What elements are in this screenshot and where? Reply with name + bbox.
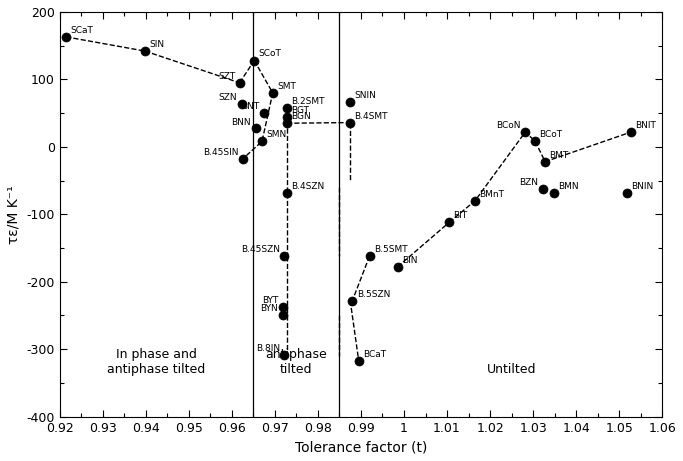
Text: BCaT: BCaT: [363, 350, 386, 359]
Text: B.5SMT: B.5SMT: [374, 245, 408, 254]
Text: BNN: BNN: [232, 118, 251, 127]
Text: B.4SMT: B.4SMT: [354, 112, 388, 120]
Text: B.5SZN: B.5SZN: [357, 290, 390, 299]
Text: B.8IN: B.8IN: [256, 343, 280, 353]
Y-axis label: τε/M K⁻¹: τε/M K⁻¹: [7, 185, 21, 244]
Text: BNT: BNT: [242, 102, 260, 111]
Text: BYN: BYN: [261, 304, 279, 313]
Text: BMT: BMT: [549, 151, 569, 160]
Text: SIN: SIN: [150, 40, 165, 49]
Text: BIT: BIT: [454, 211, 468, 220]
Text: SCoT: SCoT: [259, 49, 281, 59]
Text: B.4SZN: B.4SZN: [291, 182, 324, 191]
Text: BYT: BYT: [262, 296, 279, 305]
Text: B.45SZN: B.45SZN: [241, 245, 280, 254]
Text: antiphase
tilted: antiphase tilted: [266, 348, 327, 376]
Text: BCoT: BCoT: [540, 130, 563, 139]
Text: BGN: BGN: [291, 112, 311, 121]
Text: SZN: SZN: [219, 93, 238, 102]
Text: BNIN: BNIN: [631, 182, 654, 191]
X-axis label: Tolerance factor (t): Tolerance factor (t): [295, 440, 427, 454]
Text: In phase and
antiphase tilted: In phase and antiphase tilted: [107, 348, 206, 376]
Text: Untilted: Untilted: [487, 363, 536, 376]
Text: BIN: BIN: [402, 256, 417, 265]
Text: BMnT: BMnT: [479, 190, 504, 199]
Text: SCaT: SCaT: [70, 26, 94, 35]
Text: BGT: BGT: [291, 106, 309, 115]
Text: SNIN: SNIN: [354, 91, 376, 100]
Text: BNIT: BNIT: [635, 121, 656, 130]
Text: BMN: BMN: [558, 182, 579, 191]
Text: SMT: SMT: [277, 82, 296, 91]
Text: SMN: SMN: [266, 130, 287, 139]
Text: BZN: BZN: [519, 177, 538, 187]
Text: SZT: SZT: [218, 72, 236, 81]
Text: B.45SIN: B.45SIN: [203, 148, 238, 157]
Text: B.2SMT: B.2SMT: [291, 97, 324, 106]
Text: BCoN: BCoN: [497, 121, 521, 130]
